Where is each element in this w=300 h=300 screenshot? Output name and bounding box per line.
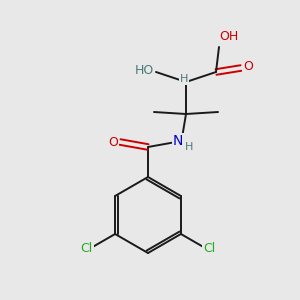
Text: OH: OH (219, 31, 238, 44)
Text: Cl: Cl (81, 242, 93, 254)
Text: Cl: Cl (203, 242, 215, 254)
Text: O: O (243, 61, 253, 74)
Text: H: H (185, 142, 193, 152)
Text: O: O (108, 136, 118, 148)
Text: N: N (173, 134, 183, 148)
Text: HO: HO (134, 64, 154, 76)
Text: H: H (180, 74, 188, 84)
